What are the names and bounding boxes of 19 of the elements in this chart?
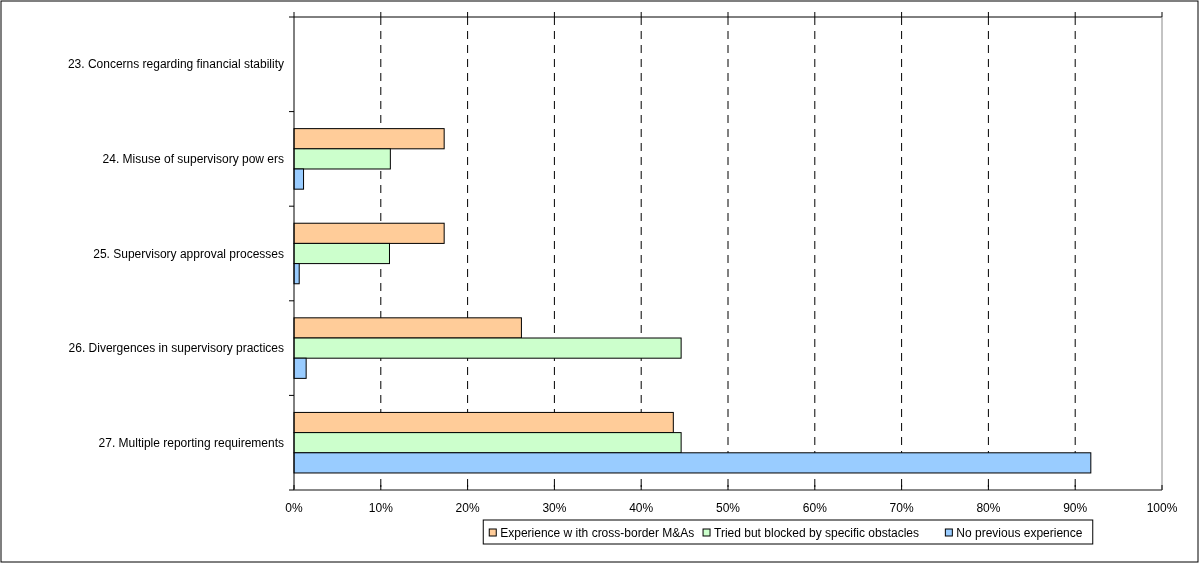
x-tick-label: 90% — [1063, 501, 1088, 515]
legend-label: Experience w ith cross-border M&As — [500, 526, 695, 540]
y-tick-label: 26. Divergences in supervisory practices — [68, 341, 284, 356]
x-tick-label: 60% — [802, 501, 828, 515]
x-tick-label: 100% — [1146, 501, 1178, 515]
x-tick-label: 0% — [285, 501, 303, 515]
legend-label: No previous experience — [956, 526, 1083, 540]
x-tick-label: 10% — [368, 501, 394, 515]
legend-label: Tried but blocked by specific obstacles — [714, 526, 920, 540]
y-tick-label: 25. Supervisory approval processes — [93, 246, 284, 261]
y-tick-label: 24. Misuse of supervisory pow ers — [102, 151, 284, 166]
x-tick-label: 50% — [715, 501, 741, 515]
x-tick-label: 20% — [455, 501, 480, 515]
x-tick-label: 30% — [542, 501, 567, 515]
y-tick-label: 23. Concerns regarding financial stability — [67, 57, 284, 72]
x-tick-label: 40% — [629, 501, 654, 515]
y-tick-label: 27. Multiple reporting requirements — [98, 435, 284, 450]
x-tick-label: 80% — [976, 501, 1001, 515]
x-tick-label: 70% — [889, 501, 914, 515]
